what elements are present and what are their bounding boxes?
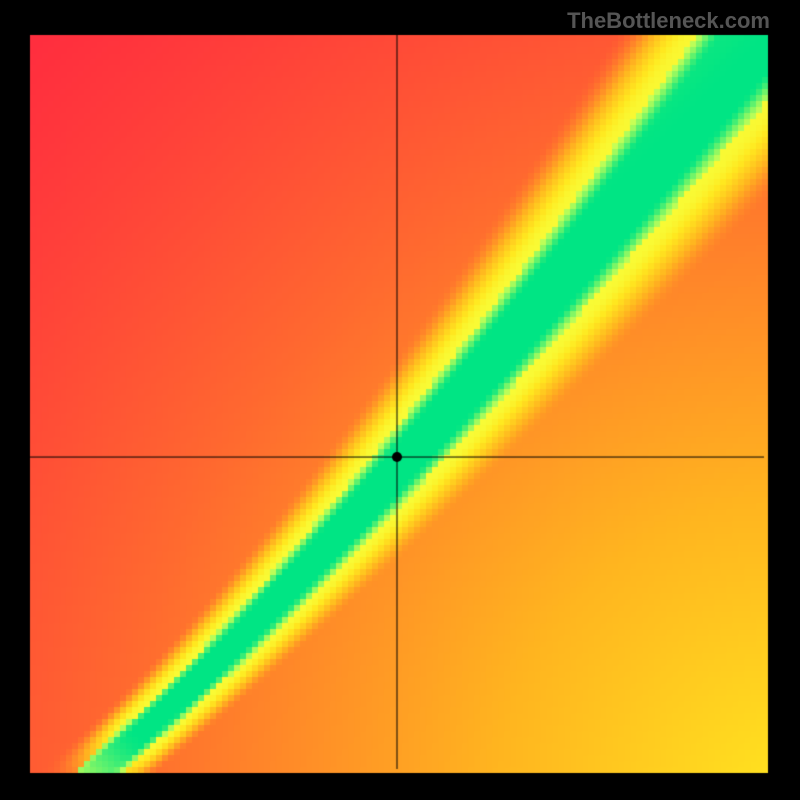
heatmap-canvas bbox=[0, 0, 800, 800]
chart-container: TheBottleneck.com bbox=[0, 0, 800, 800]
watermark-text: TheBottleneck.com bbox=[567, 8, 770, 34]
